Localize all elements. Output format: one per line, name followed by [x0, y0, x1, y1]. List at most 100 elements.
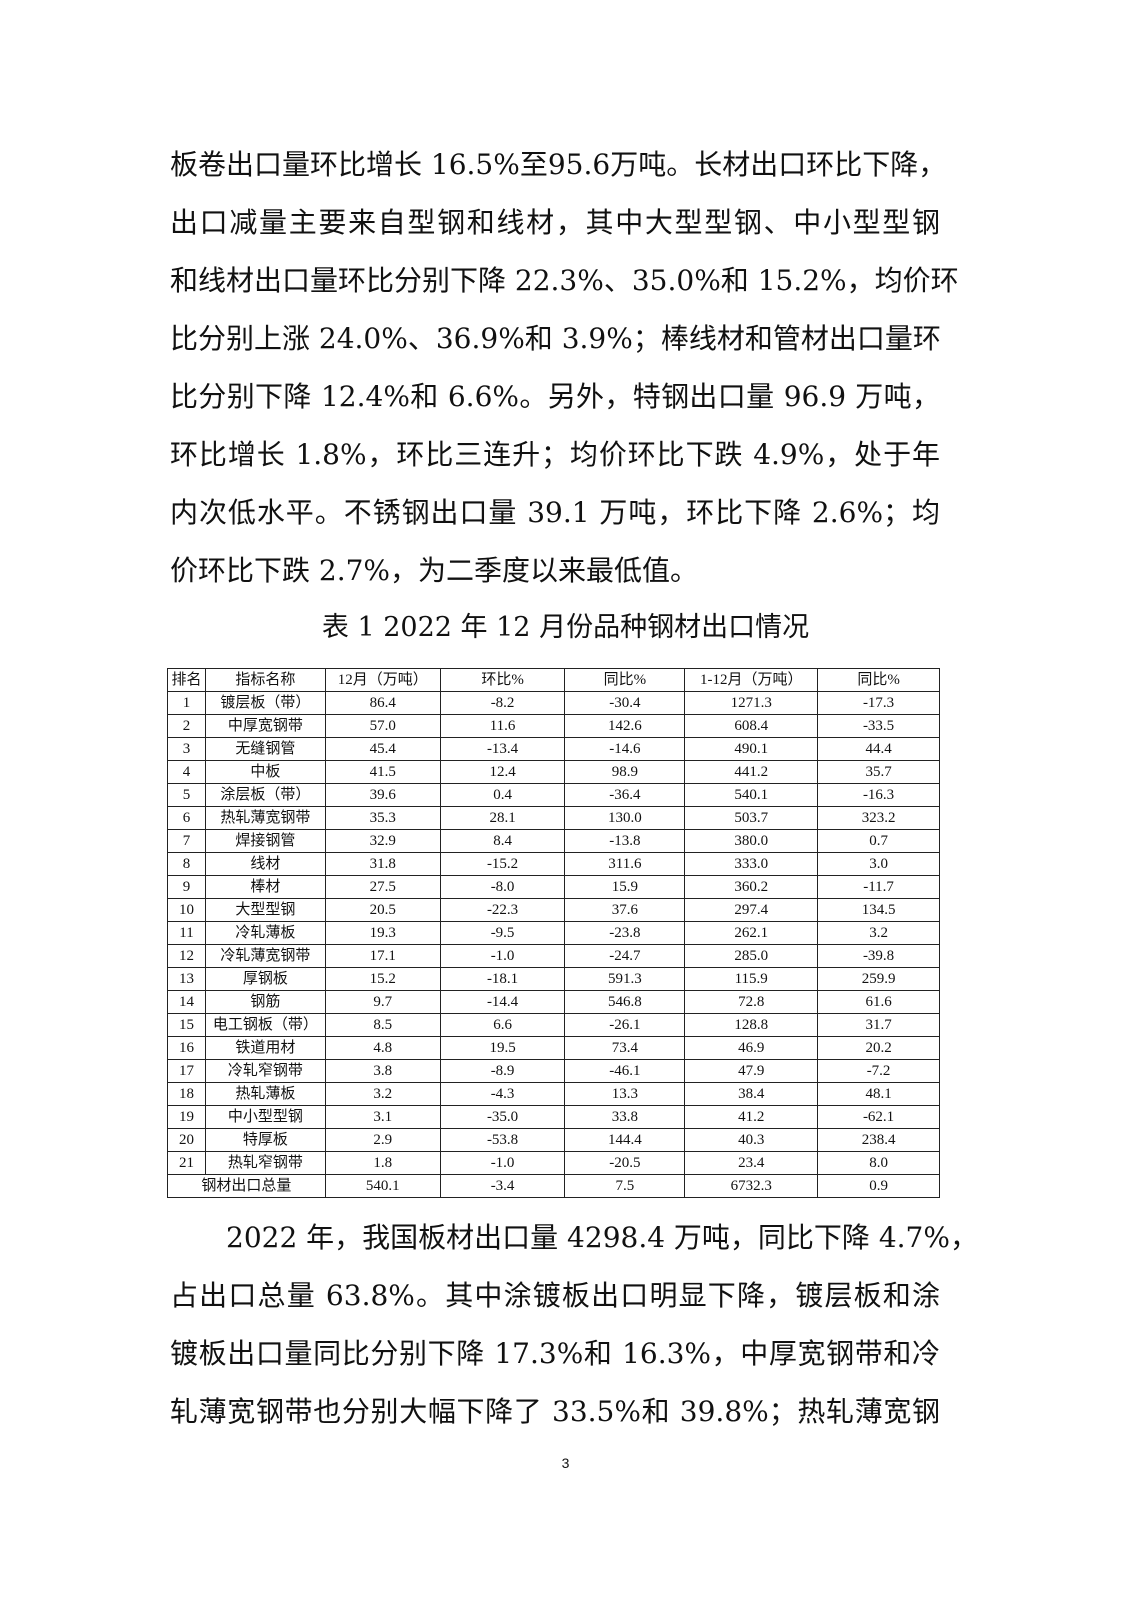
table-cell: 18: [167, 1082, 206, 1106]
table-row: 21 热轧窄钢带 1.8 -1.0 -20.5 23.4 8.0: [167, 1151, 940, 1175]
table-cell: 608.4: [684, 714, 819, 738]
table-cell: 591.3: [564, 967, 686, 991]
table-cell: 8.5: [324, 1013, 441, 1037]
column-header: 12月（万吨）: [324, 668, 441, 692]
table-cell: 8: [167, 852, 206, 876]
column-header: 同比%: [817, 668, 940, 692]
table-cell: 37.6: [564, 898, 686, 922]
table-row: 5 涂层板（带） 39.6 0.4 -36.4 540.1 -16.3: [167, 783, 940, 807]
table-cell: 238.4: [817, 1128, 940, 1152]
table-row: 13 厚钢板 15.2 -18.1 591.3 115.9 259.9: [167, 967, 940, 991]
text-line: 出口减量主要来自型钢和线材，其中大型型钢、中小型型钢: [170, 206, 940, 239]
table-cell: 8.0: [817, 1151, 940, 1175]
table-cell: 134.5: [817, 898, 940, 922]
text-line: 比分别下降 12.4%和 6.6%。另外，特钢出口量 96.9 万吨，: [170, 380, 940, 413]
table-cell: 9.7: [324, 990, 441, 1014]
text-line: 环比增长 1.8%，环比三连升；均价环比下跌 4.9%，处于年: [170, 438, 940, 471]
table-cell: 13.3: [564, 1082, 686, 1106]
table-cell: -46.1: [564, 1059, 686, 1083]
table-row: 17 冷轧窄钢带 3.8 -8.9 -46.1 47.9 -7.2: [167, 1059, 940, 1083]
table-cell: 35.7: [817, 760, 940, 784]
table-cell: -53.8: [439, 1128, 566, 1152]
table-cell: 57.0: [324, 714, 441, 738]
table-cell: -1.0: [439, 1151, 566, 1175]
table-row: 14 钢筋 9.7 -14.4 546.8 72.8 61.6: [167, 990, 940, 1014]
table-cell: -4.3: [439, 1082, 566, 1106]
table-cell: 6.6: [439, 1013, 566, 1037]
table-cell: -13.4: [439, 737, 566, 761]
table-row: 15 电工钢板（带） 8.5 6.6 -26.1 128.8 31.7: [167, 1013, 940, 1037]
table-cell: 31.7: [817, 1013, 940, 1037]
table-row: 7 焊接钢管 32.9 8.4 -13.8 380.0 0.7: [167, 829, 940, 853]
table-cell: 热轧薄宽钢带: [204, 806, 326, 830]
paragraph-2: 2022 年，我国板材出口量 4298.4 万吨，同比下降 4.7%， 占出口总量…: [170, 1209, 978, 1441]
text-line: 和线材出口量环比分别下降 22.3%、35.0%和 15.2%，均价环: [170, 264, 959, 297]
table-cell: 333.0: [684, 852, 819, 876]
table-cell: 7.5: [564, 1174, 686, 1198]
table-cell: -39.8: [817, 944, 940, 968]
table-cell: 27.5: [324, 875, 441, 899]
table-cell: 镀层板（带）: [204, 691, 326, 715]
table-cell: 490.1: [684, 737, 819, 761]
table-cell: 涂层板（带）: [204, 783, 326, 807]
table-cell: 360.2: [684, 875, 819, 899]
table-cell: 11: [167, 921, 206, 945]
table-row: 16 铁道用材 4.8 19.5 73.4 46.9 20.2: [167, 1036, 940, 1060]
table-cell: -8.0: [439, 875, 566, 899]
table-cell: 15.9: [564, 875, 686, 899]
table-cell: 3: [167, 737, 206, 761]
table-cell: 4: [167, 760, 206, 784]
table-cell: 142.6: [564, 714, 686, 738]
table-cell: 311.6: [564, 852, 686, 876]
table-cell: 中板: [204, 760, 326, 784]
table-cell: 2: [167, 714, 206, 738]
column-header: 1-12月（万吨）: [684, 668, 819, 692]
table-cell: 钢材出口总量: [167, 1174, 326, 1198]
table-cell: -18.1: [439, 967, 566, 991]
table-cell: 钢筋: [204, 990, 326, 1014]
table-cell: -62.1: [817, 1105, 940, 1129]
table-cell: 98.9: [564, 760, 686, 784]
table-cell: 19.3: [324, 921, 441, 945]
table-cell: 7: [167, 829, 206, 853]
table-cell: 3.1: [324, 1105, 441, 1129]
table-header-row: 排名 指标名称 12月（万吨） 环比% 同比% 1-12月（万吨） 同比%: [167, 668, 940, 692]
table-cell: 45.4: [324, 737, 441, 761]
table-cell: -17.3: [817, 691, 940, 715]
table-cell: 46.9: [684, 1036, 819, 1060]
table-row: 9 棒材 27.5 -8.0 15.9 360.2 -11.7: [167, 875, 940, 899]
table-cell: 铁道用材: [204, 1036, 326, 1060]
table-cell: 热轧窄钢带: [204, 1151, 326, 1175]
text-line: 内次低水平。不锈钢出口量 39.1 万吨，环比下降 2.6%；均: [170, 496, 940, 529]
table-cell: -7.2: [817, 1059, 940, 1083]
steel-export-table: 排名 指标名称 12月（万吨） 环比% 同比% 1-12月（万吨） 同比% 1 镀层板（带） 8…: [167, 668, 940, 1198]
table-cell: -35.0: [439, 1105, 566, 1129]
table-cell: 44.4: [817, 737, 940, 761]
table-cell: -8.2: [439, 691, 566, 715]
table-cell: 大型型钢: [204, 898, 326, 922]
table-cell: -33.5: [817, 714, 940, 738]
table-row: 2 中厚宽钢带 57.0 11.6 142.6 608.4 -33.5: [167, 714, 940, 738]
table-cell: 17.1: [324, 944, 441, 968]
table-cell: 4.8: [324, 1036, 441, 1060]
table-cell: 41.5: [324, 760, 441, 784]
table-cell: 0.9: [817, 1174, 940, 1198]
table-cell: 6: [167, 806, 206, 830]
table-cell: 9: [167, 875, 206, 899]
table-row: 8 线材 31.8 -15.2 311.6 333.0 3.0: [167, 852, 940, 876]
table-cell: 20.2: [817, 1036, 940, 1060]
table-cell: -14.4: [439, 990, 566, 1014]
table-cell: 23.4: [684, 1151, 819, 1175]
table-cell: 259.9: [817, 967, 940, 991]
table-cell: 中小型型钢: [204, 1105, 326, 1129]
table-cell: 39.6: [324, 783, 441, 807]
table-cell: 61.6: [817, 990, 940, 1014]
paragraph-1: 板卷出口量环比增长 16.5%至95.6万吨。长材出口环比下降， 出口减量主要来自…: [170, 136, 959, 600]
table-row: 18 热轧薄板 3.2 -4.3 13.3 38.4 48.1: [167, 1082, 940, 1106]
table-cell: 20: [167, 1128, 206, 1152]
page-number: 3: [561, 1455, 570, 1471]
table-cell: 19.5: [439, 1036, 566, 1060]
table-cell: 3.2: [817, 921, 940, 945]
table-cell: 6732.3: [684, 1174, 819, 1198]
text-line: 价环比下跌 2.7%，为二季度以来最低值。: [170, 554, 699, 587]
